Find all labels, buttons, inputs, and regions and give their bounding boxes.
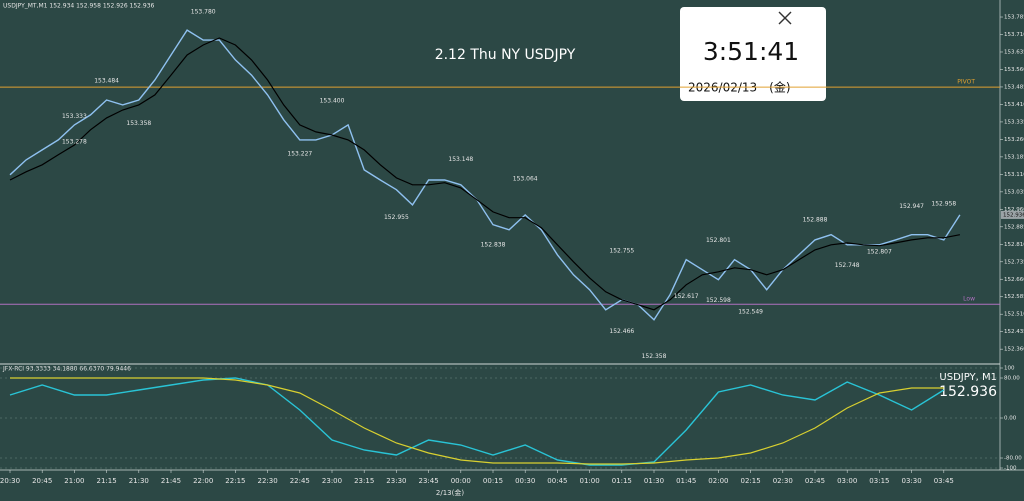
x-tick-label: 22:00 bbox=[193, 477, 213, 485]
series-line bbox=[9, 29, 961, 321]
series-line bbox=[9, 377, 945, 466]
close-button[interactable] bbox=[778, 11, 792, 25]
y-tick-label: 153.560 bbox=[1004, 67, 1024, 73]
y-tick-label: 153.410 bbox=[1004, 102, 1024, 108]
close-icon[interactable] bbox=[778, 11, 792, 25]
price-annotation: 153.358 bbox=[126, 120, 151, 127]
x-tick-label: 21:45 bbox=[161, 477, 181, 485]
price-annotation: 152.617 bbox=[674, 293, 699, 300]
y-tick-label: 152.585 bbox=[1004, 294, 1024, 300]
y-tick-label: 100 bbox=[1004, 366, 1015, 372]
y-tick-label: 153.110 bbox=[1004, 172, 1024, 178]
series-line bbox=[10, 377, 944, 465]
x-tick-label: 01:15 bbox=[612, 477, 632, 485]
price-annotation: 152.801 bbox=[706, 237, 731, 244]
x-tick-label: 02:15 bbox=[741, 477, 761, 485]
x-tick-label: 01:30 bbox=[644, 477, 664, 485]
y-tick-label: 153.185 bbox=[1004, 154, 1024, 160]
price-annotation: 153.780 bbox=[191, 9, 216, 16]
y-tick-label: 152.510 bbox=[1004, 312, 1024, 318]
price-annotation: 152.748 bbox=[835, 262, 860, 269]
x-tick-label: 00:15 bbox=[483, 477, 503, 485]
price-label: 152.936 bbox=[939, 384, 997, 400]
indicator-header: JFX-RCI 93.3333 34.1880 66.6370 79.9446 bbox=[2, 366, 131, 373]
price-annotation: 152.838 bbox=[481, 241, 506, 248]
series-line bbox=[9, 37, 961, 311]
x-tick-label: 02:30 bbox=[773, 477, 793, 485]
x-tick-label: 00:30 bbox=[515, 477, 535, 485]
price-annotation: 152.958 bbox=[931, 200, 956, 207]
x-tick-label: 02:45 bbox=[805, 477, 825, 485]
price-annotation: 152.466 bbox=[609, 328, 634, 335]
x-tick-label: 22:15 bbox=[225, 477, 245, 485]
price-annotation: 152.947 bbox=[899, 203, 924, 210]
x-tick-label: 01:45 bbox=[676, 477, 696, 485]
x-tick-label: 02:00 bbox=[708, 477, 728, 485]
y-tick-label: 152.360 bbox=[1004, 347, 1024, 353]
x-tick-label: 21:15 bbox=[97, 477, 117, 485]
x-tick-label: 20:45 bbox=[32, 477, 52, 485]
x-tick-label: 03:15 bbox=[869, 477, 889, 485]
price-annotation: 152.955 bbox=[384, 214, 409, 221]
price-annotation: 153.064 bbox=[513, 176, 538, 183]
y-tick-label: -100 bbox=[1004, 466, 1017, 472]
x-tick-label: 22:45 bbox=[290, 477, 310, 485]
y-tick-label: 153.485 bbox=[1004, 84, 1024, 90]
price-annotation: 153.333 bbox=[62, 113, 87, 120]
price-annotation: 152.549 bbox=[738, 309, 763, 316]
x-tick-label: 20:30 bbox=[0, 477, 20, 485]
clock-time: 3:51:41 bbox=[703, 37, 799, 66]
price-annotation: 152.598 bbox=[706, 297, 731, 304]
x-tick-label: 03:00 bbox=[837, 477, 857, 485]
price-annotation: 152.807 bbox=[867, 248, 892, 255]
y-tick-label: 80.00 bbox=[1004, 376, 1020, 382]
x-tick-label: 23:00 bbox=[322, 477, 342, 485]
y-tick-label: 152.960 bbox=[1004, 207, 1024, 213]
x-tick-label: 23:15 bbox=[354, 477, 374, 485]
price-annotation: 153.278 bbox=[62, 139, 87, 146]
x-tick-label: 23:30 bbox=[386, 477, 406, 485]
x-tick-label: 21:30 bbox=[129, 477, 149, 485]
price-annotation: 152.755 bbox=[609, 248, 634, 255]
price-annotation: 153.400 bbox=[320, 97, 345, 104]
x-tick-label: 00:45 bbox=[547, 477, 567, 485]
chart-title: 2.12 Thu NY USDJPY bbox=[435, 47, 576, 63]
x-tick-label: 03:45 bbox=[934, 477, 954, 485]
price-annotation: 152.358 bbox=[642, 353, 667, 360]
chart-header: USDJPY_MT,M1 152.934 152.958 152.926 152… bbox=[3, 3, 155, 10]
y-tick-label: 152.660 bbox=[1004, 277, 1024, 283]
y-tick-label: 152.435 bbox=[1004, 329, 1024, 335]
price-marker-box bbox=[1001, 210, 1024, 219]
date-label: 2/13(金) bbox=[436, 488, 464, 497]
x-tick-label: 23:45 bbox=[419, 477, 439, 485]
price-annotation: 153.148 bbox=[448, 156, 473, 163]
y-tick-label: 152.810 bbox=[1004, 242, 1024, 248]
symbol-label: USDJPY, M1 bbox=[939, 372, 997, 383]
y-tick-label: 153.260 bbox=[1004, 137, 1024, 143]
y-tick-label: 152.735 bbox=[1004, 259, 1024, 265]
price-annotation: 153.484 bbox=[94, 78, 119, 85]
level-label: Low bbox=[963, 296, 975, 303]
x-tick-label: 00:00 bbox=[451, 477, 471, 485]
price-marker: 152.936 bbox=[1003, 212, 1024, 218]
price-annotation: 153.227 bbox=[287, 151, 312, 158]
y-tick-label: 152.885 bbox=[1004, 224, 1024, 230]
clock-box bbox=[680, 7, 826, 101]
y-tick-label: -80.00 bbox=[1004, 456, 1022, 462]
y-tick-label: 153.335 bbox=[1004, 119, 1024, 125]
y-tick-label: 153.035 bbox=[1004, 189, 1024, 195]
y-tick-label: 153.635 bbox=[1004, 49, 1024, 55]
y-tick-label: 153.710 bbox=[1004, 32, 1024, 38]
y-tick-label: 153.785 bbox=[1004, 15, 1024, 21]
y-tick-label: 0.00 bbox=[1004, 416, 1017, 422]
x-tick-label: 01:00 bbox=[580, 477, 600, 485]
price-annotation: 152.888 bbox=[803, 217, 828, 224]
x-tick-label: 21:00 bbox=[64, 477, 84, 485]
level-label: PIVOT bbox=[957, 79, 975, 86]
x-tick-label: 22:30 bbox=[258, 477, 278, 485]
x-tick-label: 03:30 bbox=[902, 477, 922, 485]
